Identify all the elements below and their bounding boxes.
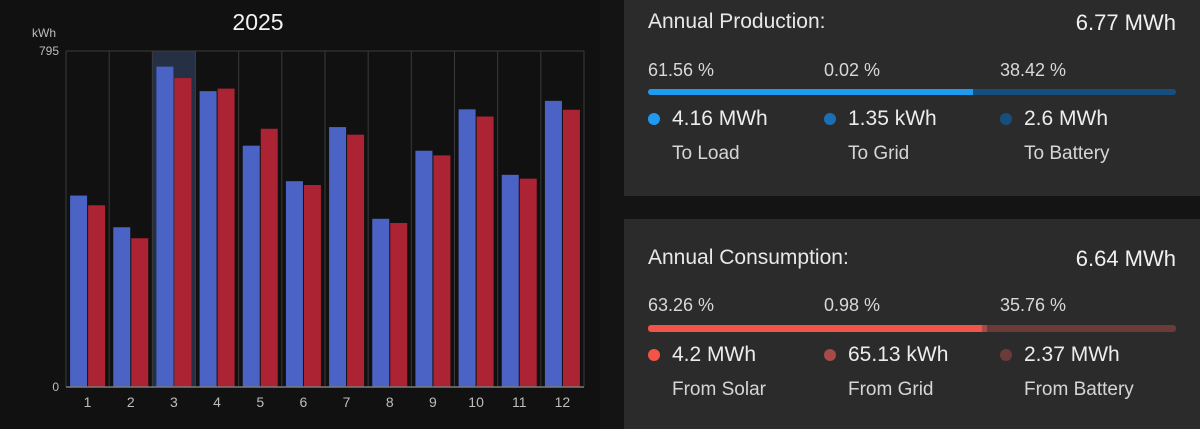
to-grid-value: 1.35 kWh [848, 107, 937, 130]
x-tick-label: 10 [468, 394, 484, 410]
y-axis-label: kWh [32, 26, 56, 40]
to-load-value: 4.16 MWh [672, 107, 768, 130]
bar [458, 109, 476, 388]
annual-production-card: Annual Production: 6.77 MWh 61.56 % 0.02… [624, 0, 1200, 196]
bar [329, 127, 347, 387]
bar [260, 128, 278, 387]
x-tick-label: 4 [213, 394, 221, 410]
x-tick-label: 11 [512, 394, 527, 410]
dot-icon [1000, 349, 1012, 361]
bar [415, 150, 433, 387]
from-solar-label: From Solar [672, 379, 766, 400]
bar [113, 227, 131, 387]
legend-to-grid[interactable]: 1.35 kWh To Grid [824, 107, 937, 165]
consumption-pct-battery: 35.76 % [1000, 295, 1067, 315]
legend-from-grid[interactable]: 65.13 kWh From Grid [824, 343, 948, 401]
production-title: Annual Production: [648, 10, 826, 33]
dot-icon [824, 113, 836, 125]
legend-to-load[interactable]: 4.16 MWh To Load [648, 107, 768, 165]
annual-consumption-card: Annual Consumption: 6.64 MWh 63.26 % 0.9… [624, 219, 1200, 429]
legend-to-battery[interactable]: 2.6 MWh To Battery [1000, 107, 1110, 165]
bar [433, 155, 451, 387]
bar [347, 134, 365, 387]
dot-icon [648, 349, 660, 361]
bar [199, 91, 217, 387]
y-tick-label-zero: 0 [52, 380, 59, 394]
legend-from-solar[interactable]: 4.2 MWh From Solar [648, 343, 766, 401]
from-grid-value: 65.13 kWh [848, 343, 949, 366]
bar [562, 109, 580, 388]
x-tick-label: 9 [429, 394, 437, 410]
bar [131, 238, 149, 387]
dot-icon [1000, 113, 1012, 125]
bar [217, 88, 235, 387]
x-tick-label: 8 [386, 394, 394, 410]
to-grid-label: To Grid [848, 143, 910, 164]
bar [501, 174, 519, 387]
dot-icon [648, 113, 660, 125]
production-split-bar [648, 89, 1176, 95]
to-battery-label: To Battery [1024, 143, 1110, 164]
bar [519, 178, 537, 387]
bar [156, 66, 174, 388]
to-load-label: To Load [672, 143, 740, 164]
consumption-total: 6.64 MWh [1075, 246, 1176, 271]
bar [390, 223, 408, 387]
consumption-title: Annual Consumption: [648, 246, 849, 269]
legend-from-battery[interactable]: 2.37 MWh From Battery [1000, 343, 1134, 401]
bar [285, 181, 303, 387]
x-tick-label: 1 [84, 394, 92, 410]
bar [88, 205, 106, 387]
consumption-pct-grid: 0.98 % [824, 295, 881, 315]
x-tick-label: 7 [343, 394, 351, 410]
consumption-pct-solar: 63.26 % [648, 295, 715, 315]
production-seg-battery [973, 89, 1176, 95]
from-battery-label: From Battery [1024, 379, 1134, 400]
production-total: 6.77 MWh [1075, 10, 1176, 35]
production-seg-load [648, 89, 974, 95]
bar [70, 195, 88, 387]
consumption-seg-solar [648, 325, 982, 332]
bar [174, 78, 192, 387]
production-pct-grid: 0.02 % [824, 60, 881, 80]
monthly-energy-chart: 1 2 3 4 5 6 7 8 9 10 11 12 795 0 kWh 2025 [32, 9, 585, 410]
bar [544, 100, 562, 387]
y-tick-label-max: 795 [39, 44, 59, 58]
consumption-seg-battery [987, 325, 1176, 332]
consumption-seg-grid [982, 325, 988, 332]
bar [372, 218, 390, 387]
from-battery-value: 2.37 MWh [1024, 343, 1120, 366]
chart-title: 2025 [232, 9, 283, 35]
production-pct-load: 61.56 % [648, 60, 715, 80]
from-grid-label: From Grid [848, 379, 934, 400]
x-tick-label: 2 [127, 394, 135, 410]
x-tick-label: 3 [170, 394, 178, 410]
production-pct-battery: 38.42 % [1000, 60, 1067, 80]
x-tick-label: 5 [256, 394, 264, 410]
x-tick-label: 6 [300, 394, 308, 410]
from-solar-value: 4.2 MWh [672, 343, 757, 366]
bar [242, 145, 260, 387]
bar [303, 184, 321, 387]
consumption-split-bar [648, 325, 1176, 332]
to-battery-value: 2.6 MWh [1024, 107, 1109, 130]
dot-icon [824, 349, 836, 361]
x-tick-label: 12 [555, 394, 571, 410]
bar [476, 116, 494, 388]
